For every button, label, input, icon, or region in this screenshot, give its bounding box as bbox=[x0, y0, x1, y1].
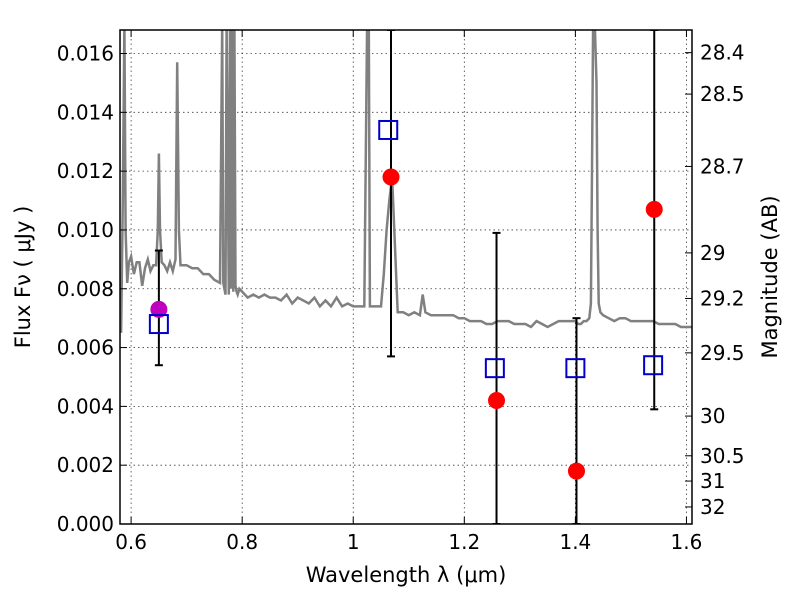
mag-tick-label-3: 29 bbox=[700, 241, 725, 265]
y-tick-label-3: 0.006 bbox=[57, 336, 114, 360]
data-markers bbox=[148, 119, 664, 480]
mag-tick-label-0: 28.4 bbox=[700, 41, 745, 65]
model-square-2 bbox=[484, 358, 505, 379]
x-tick-label-4: 1.4 bbox=[559, 530, 591, 554]
mag-tick-label-9: 32 bbox=[700, 495, 725, 519]
y-tick-label-7: 0.014 bbox=[57, 100, 114, 124]
y-tick-label-6: 0.012 bbox=[57, 159, 114, 183]
model-sed-line bbox=[120, 30, 692, 333]
data-point-1-1 bbox=[488, 392, 506, 409]
error-bars bbox=[154, 30, 659, 524]
data-point-1-3 bbox=[645, 200, 663, 218]
x-tick-label-2: 1 bbox=[347, 530, 360, 554]
mag-tick-label-2: 28.7 bbox=[700, 154, 745, 178]
plot-area bbox=[120, 30, 692, 524]
y-tick-label-1: 0.002 bbox=[57, 453, 114, 477]
model-square-1 bbox=[378, 119, 399, 140]
data-point-1-0 bbox=[382, 168, 400, 186]
right-axis-title: Magnitude (AB) bbox=[758, 195, 782, 358]
data-point-1-2 bbox=[567, 462, 585, 480]
mag-tick-label-7: 30.5 bbox=[700, 444, 745, 468]
model-square-3 bbox=[565, 358, 586, 379]
data-point-2-0 bbox=[150, 300, 168, 318]
mag-tick-label-4: 29.2 bbox=[700, 286, 745, 310]
y-axis-title: Flux Fν ( μJy ) bbox=[11, 206, 35, 349]
x-tick-label-0: 0.6 bbox=[115, 530, 147, 554]
x-tick-label-1: 0.8 bbox=[226, 530, 258, 554]
y-tick-label-0: 0.000 bbox=[57, 512, 114, 536]
y-tick-label-5: 0.010 bbox=[57, 218, 114, 242]
x-tick-label-3: 1.2 bbox=[448, 530, 480, 554]
y-tick-label-4: 0.008 bbox=[57, 277, 114, 301]
y-tick-label-8: 0.016 bbox=[57, 42, 114, 66]
mag-tick-label-6: 30 bbox=[700, 404, 725, 428]
x-axis-title: Wavelength λ (μm) bbox=[306, 563, 507, 587]
mag-tick-label-8: 31 bbox=[700, 469, 725, 493]
axis-ticks bbox=[120, 30, 692, 525]
mag-tick-label-5: 29.5 bbox=[700, 341, 745, 365]
y-tick-label-2: 0.004 bbox=[57, 394, 114, 418]
plot-frame bbox=[119, 29, 693, 525]
x-tick-label-5: 1.6 bbox=[671, 530, 703, 554]
tick-labels: 0.6 0.8 1 1.2 1.4 1.6 0.000 0.002 0.004 0.006 0.00… bbox=[57, 41, 745, 554]
model-square-4 bbox=[643, 355, 664, 376]
model-square-0 bbox=[148, 314, 169, 335]
mag-tick-label-1: 28.5 bbox=[700, 82, 745, 106]
